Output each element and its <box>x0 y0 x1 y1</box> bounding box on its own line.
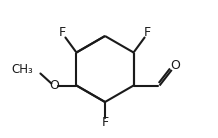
Text: O: O <box>170 59 180 72</box>
Text: O: O <box>49 79 59 92</box>
Text: F: F <box>59 26 66 39</box>
Text: F: F <box>144 26 151 39</box>
Text: CH₃: CH₃ <box>12 63 33 76</box>
Text: F: F <box>101 116 109 129</box>
